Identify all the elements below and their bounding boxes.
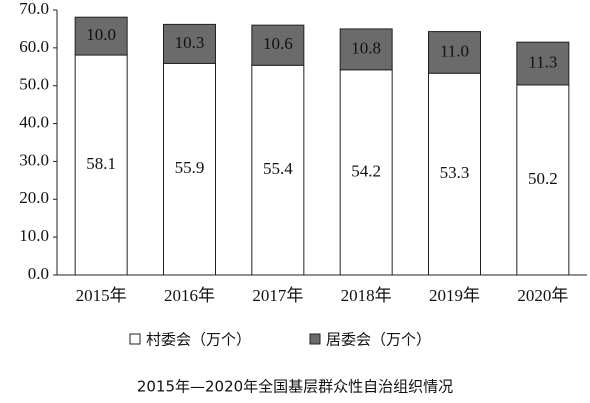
data-label: 10.6 [263, 34, 293, 53]
bar-segment [428, 31, 481, 74]
y-tick-label: 20.0 [19, 188, 49, 207]
bar-segment [428, 72, 481, 276]
data-label: 50.2 [528, 169, 558, 188]
bar-segment [251, 64, 305, 276]
legend-label: 村委会（万个） [146, 331, 251, 349]
bar-segment [516, 84, 570, 276]
x-tick-label: 2019年 [429, 286, 480, 305]
x-tick-label: 2015年 [76, 286, 127, 305]
y-tick-label: 30.0 [19, 150, 49, 169]
data-label: 10.0 [86, 25, 116, 44]
legend-label: 居委会（万个） [326, 331, 431, 349]
data-label: 11.3 [528, 52, 557, 71]
data-label: 53.3 [440, 163, 470, 182]
data-label: 54.2 [351, 161, 381, 180]
y-tick-label: 50.0 [19, 75, 49, 94]
data-label: 10.8 [351, 38, 381, 57]
y-tick-label: 0.0 [28, 264, 49, 283]
legend-swatch [129, 333, 141, 345]
x-tick-label: 2016年 [164, 286, 215, 305]
x-tick-label: 2020年 [517, 286, 568, 305]
bar-segment [339, 69, 393, 276]
data-label: 11.0 [440, 41, 469, 60]
x-tick-label: 2018年 [341, 286, 392, 305]
chart-title: 2015年—2020年全国基层群众性自治组织情况 [137, 378, 453, 396]
data-label: 55.9 [175, 158, 205, 177]
bar-segment [163, 62, 216, 276]
bar-segment [251, 24, 305, 66]
y-tick-label: 10.0 [19, 226, 49, 245]
bar-segment [163, 23, 216, 64]
bar-segment [74, 16, 128, 56]
legend-swatch [309, 333, 321, 345]
data-label: 55.4 [263, 159, 293, 178]
data-label: 10.3 [175, 33, 205, 52]
x-tick-label: 2017年 [252, 286, 303, 305]
y-tick-label: 60.0 [19, 37, 49, 56]
bar-segment [516, 41, 570, 86]
y-tick-label: 70.0 [19, 0, 49, 18]
data-label: 58.1 [86, 154, 116, 173]
bar-segment [339, 28, 393, 71]
y-tick-label: 40.0 [19, 112, 49, 131]
